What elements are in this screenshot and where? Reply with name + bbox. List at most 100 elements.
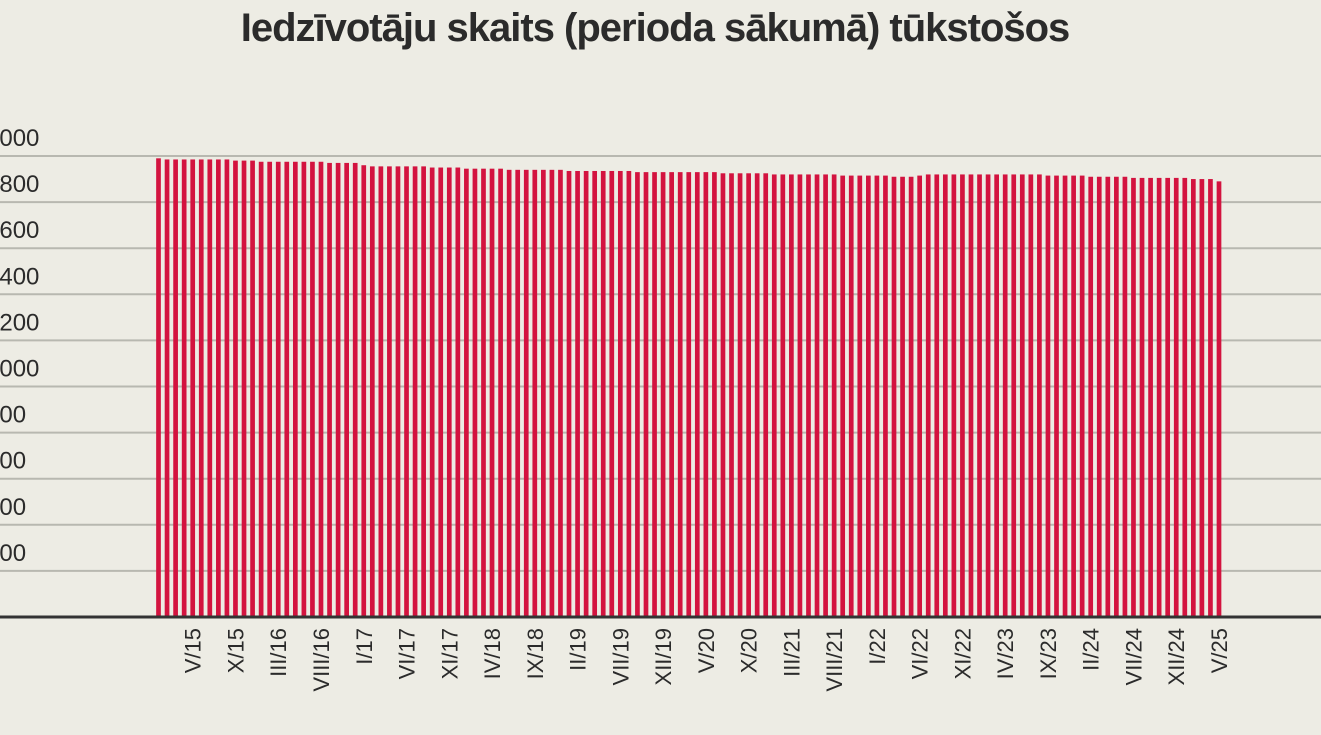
bar xyxy=(746,173,751,618)
bar xyxy=(677,172,683,617)
x-tick-label: V/25 xyxy=(1207,628,1232,673)
chart-title: Iedzīvotāju skaits (perioda sākumā) tūks… xyxy=(240,6,1071,50)
y-tick-label: 1200 xyxy=(0,309,39,336)
bar xyxy=(1079,175,1085,617)
bar xyxy=(233,160,238,618)
bar xyxy=(156,158,161,617)
x-tick-label: XI/22 xyxy=(950,628,975,679)
bar xyxy=(720,173,726,618)
bar xyxy=(874,175,880,617)
y-tick-label: 1600 xyxy=(0,217,39,244)
bar xyxy=(583,170,589,618)
bar xyxy=(429,167,435,617)
bar xyxy=(917,175,923,617)
bar xyxy=(481,168,486,617)
bar xyxy=(284,161,290,617)
bar xyxy=(412,166,418,617)
bar xyxy=(310,161,315,617)
bar xyxy=(1002,174,1008,617)
bar xyxy=(814,174,820,617)
x-tick-label: XII/19 xyxy=(651,628,676,685)
bar xyxy=(566,170,572,618)
bar xyxy=(686,172,692,617)
bar xyxy=(301,161,307,617)
bar xyxy=(1190,179,1196,618)
bar xyxy=(823,174,828,617)
bar xyxy=(404,166,409,617)
bar xyxy=(541,169,546,617)
bar xyxy=(464,168,469,617)
bar xyxy=(207,159,213,617)
y-tick-label: 800 xyxy=(0,402,26,429)
x-tick-label: VII/24 xyxy=(1122,628,1147,685)
bar xyxy=(1208,179,1213,618)
bar xyxy=(292,161,298,617)
bar xyxy=(344,162,349,618)
bar xyxy=(446,167,452,617)
x-tick-label: III/16 xyxy=(266,628,291,677)
bar xyxy=(549,169,555,617)
bar xyxy=(609,170,615,618)
bar xyxy=(1216,181,1222,618)
bar xyxy=(660,172,666,617)
bar xyxy=(498,168,503,617)
bar xyxy=(643,172,649,617)
bar xyxy=(771,174,777,617)
bar xyxy=(960,174,965,617)
bar xyxy=(925,174,931,617)
bar xyxy=(387,166,392,617)
x-tick-label: I/17 xyxy=(352,628,377,665)
bar xyxy=(1199,179,1205,618)
bar xyxy=(1096,176,1102,617)
bar xyxy=(455,167,461,617)
bar xyxy=(173,159,178,617)
bar xyxy=(1122,176,1128,617)
bar xyxy=(190,159,196,617)
bar xyxy=(1019,174,1025,617)
bar xyxy=(515,169,521,617)
x-tick-label: VIII/16 xyxy=(309,628,334,692)
y-tick-label: 1000 xyxy=(0,356,39,383)
bar xyxy=(857,175,863,617)
y-tick-label: 2000 xyxy=(0,125,39,152)
bar xyxy=(1045,175,1051,617)
bar xyxy=(1148,177,1153,617)
x-tick-label: VI/22 xyxy=(908,628,933,679)
x-tick-label: V/20 xyxy=(694,628,719,673)
bar xyxy=(275,161,281,617)
x-tick-label: VIII/21 xyxy=(822,628,847,692)
bar xyxy=(891,176,897,617)
bar xyxy=(258,161,264,617)
x-tick-label: XI/17 xyxy=(437,628,462,679)
bar xyxy=(352,162,358,618)
bar xyxy=(592,170,598,618)
bar xyxy=(866,175,871,617)
bar xyxy=(1139,177,1145,617)
bar xyxy=(780,174,786,617)
x-tick-label: IV/23 xyxy=(993,628,1018,679)
bar xyxy=(977,174,982,617)
bar xyxy=(327,162,332,618)
bar xyxy=(378,166,384,617)
bar xyxy=(558,169,563,617)
y-tick-label: 600 xyxy=(0,448,26,475)
x-tick-label: II/24 xyxy=(1079,628,1104,671)
bar xyxy=(472,168,478,617)
bar xyxy=(635,172,640,617)
bar xyxy=(806,174,811,617)
bar xyxy=(883,175,888,617)
bar xyxy=(421,166,426,617)
bar xyxy=(789,174,794,617)
bar xyxy=(797,174,803,617)
bar xyxy=(241,160,247,618)
bar xyxy=(737,173,743,618)
bar xyxy=(942,174,948,617)
bar xyxy=(994,174,999,617)
bar xyxy=(335,162,341,618)
bar xyxy=(361,165,367,617)
x-tick-label: IX/18 xyxy=(523,628,548,679)
bar xyxy=(1011,174,1017,617)
bar xyxy=(763,173,769,618)
bar xyxy=(164,159,170,617)
y-tick-label: 200 xyxy=(0,540,26,567)
